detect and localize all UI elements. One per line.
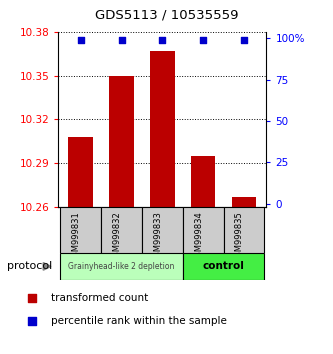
- Text: GSM999832: GSM999832: [113, 211, 122, 262]
- Bar: [223, 207, 264, 253]
- Point: [30, 295, 35, 301]
- Point: [200, 37, 206, 43]
- Bar: [142, 207, 183, 253]
- Text: control: control: [202, 261, 244, 272]
- Bar: [232, 197, 256, 207]
- Bar: [60, 253, 183, 280]
- Bar: [101, 207, 142, 253]
- Point: [119, 37, 124, 43]
- Text: GSM999834: GSM999834: [194, 211, 203, 262]
- Text: GDS5113 / 10535559: GDS5113 / 10535559: [95, 9, 238, 22]
- Text: GSM999835: GSM999835: [235, 211, 244, 262]
- Point: [160, 37, 165, 43]
- Bar: [60, 207, 101, 253]
- Text: protocol: protocol: [7, 261, 52, 272]
- Bar: [183, 253, 264, 280]
- Bar: [109, 76, 134, 207]
- Text: Grainyhead-like 2 depletion: Grainyhead-like 2 depletion: [68, 262, 175, 271]
- Bar: [183, 207, 223, 253]
- Point: [30, 319, 35, 324]
- Point: [78, 37, 83, 43]
- Text: percentile rank within the sample: percentile rank within the sample: [51, 316, 227, 326]
- Bar: [150, 51, 174, 207]
- Bar: [191, 156, 215, 207]
- Text: transformed count: transformed count: [51, 293, 149, 303]
- Point: [241, 37, 247, 43]
- Text: GSM999833: GSM999833: [153, 211, 163, 262]
- Bar: [69, 137, 93, 207]
- Text: GSM999831: GSM999831: [72, 211, 81, 262]
